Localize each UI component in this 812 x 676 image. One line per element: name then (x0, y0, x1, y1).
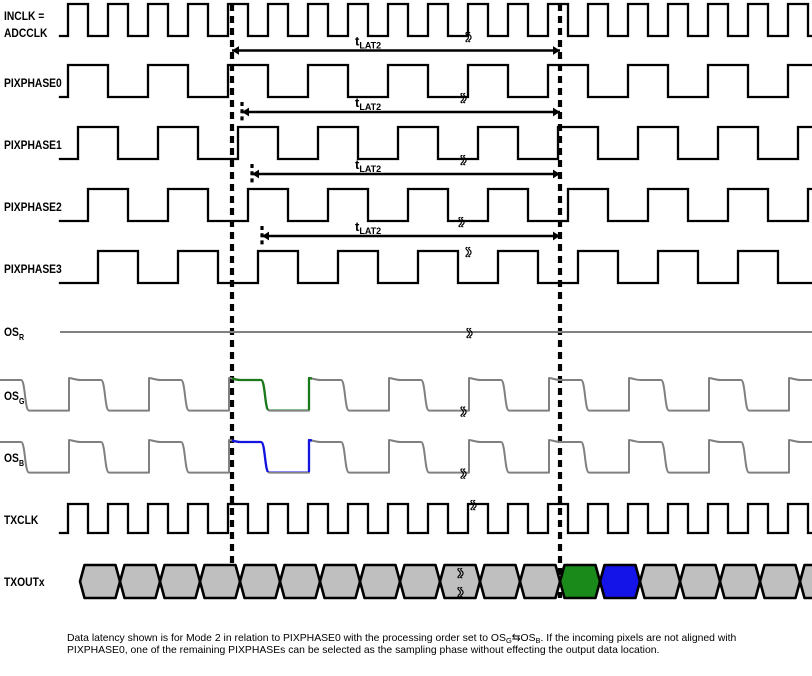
svg-text:PIXPHASE3: PIXPHASE3 (4, 263, 62, 276)
svg-text:Data latency shown is for Mode: Data latency shown is for Mode 2 in rela… (67, 633, 737, 645)
svg-text:OS: OS (4, 390, 19, 403)
svg-text:ADCCLK: ADCCLK (4, 27, 47, 40)
svg-text:PIXPHASE1: PIXPHASE1 (4, 139, 62, 152)
svg-text:PIXPHASE0: PIXPHASE0 (4, 77, 62, 90)
svg-text:OS: OS (4, 452, 19, 465)
svg-text:R: R (19, 333, 25, 343)
svg-text:TXCLK: TXCLK (4, 514, 38, 527)
svg-text:B: B (19, 459, 25, 469)
svg-text:INCLK =: INCLK = (4, 10, 44, 23)
svg-text:TXOUTx: TXOUTx (4, 576, 45, 589)
svg-text:G: G (19, 397, 25, 407)
svg-text:PIXPHASE0, one of the remainin: PIXPHASE0, one of the remaining PIXPHASE… (67, 645, 659, 656)
svg-text:OS: OS (4, 326, 19, 339)
svg-text:PIXPHASE2: PIXPHASE2 (4, 201, 62, 214)
